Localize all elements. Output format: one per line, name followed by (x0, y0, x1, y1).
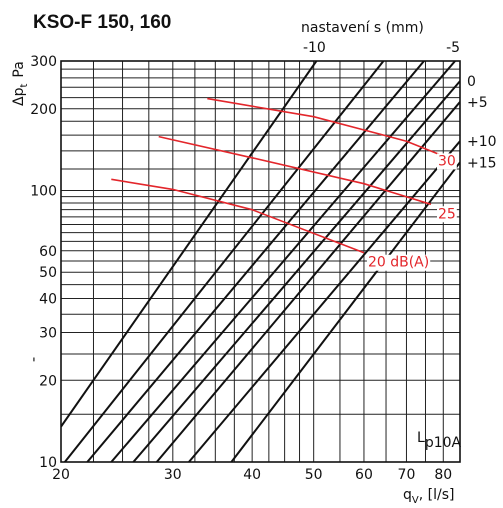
setting-label-top: -5 (446, 40, 460, 56)
setting-line (155, 101, 460, 462)
setting-line (188, 140, 460, 462)
sound-label-background (437, 153, 457, 170)
top-axis-label: nastavení s (mm) (301, 20, 424, 36)
x-axis-label-sub: V (412, 495, 419, 506)
setting-line (230, 161, 460, 462)
x-tick-label: 60 (355, 467, 373, 483)
sound-line (111, 178, 365, 254)
plot-frame (60, 60, 461, 463)
x-axis-label-main: q (403, 487, 412, 503)
x-tick-label: 20 (52, 467, 70, 483)
y-axis-stray-mark: ' (32, 356, 36, 372)
sound-level-label-main: L (417, 430, 425, 446)
setting-line (86, 61, 425, 462)
y-tick-label: 200 (30, 102, 57, 118)
x-axis-label: qV, [l/s] (403, 487, 454, 506)
setting-label-right: +15 (467, 155, 497, 171)
y-tick-label: 20 (39, 373, 57, 389)
x-tick-label: 40 (243, 467, 261, 483)
y-tick-label: 40 (39, 292, 57, 308)
grid (61, 61, 460, 462)
setting-line (110, 61, 456, 462)
setting-label-right: +10 (467, 134, 497, 150)
sound-line-label: 25 (438, 206, 456, 222)
y-tick-label: 10 (39, 455, 57, 471)
sound-line-label: 30 (438, 153, 456, 169)
setting-line (61, 61, 318, 428)
x-tick-label: 50 (305, 467, 323, 483)
y-axis-label-unit: Pa (11, 61, 27, 77)
setting-line (63, 61, 385, 462)
y-tick-label: 50 (39, 265, 57, 281)
sound-level-label: Lp10A (417, 430, 462, 451)
setting-labels: -10 -5 0 +5 +10 +15 (303, 40, 497, 171)
x-tick-label: 30 (164, 467, 182, 483)
sound-lines (111, 97, 457, 254)
sound-label-background (437, 206, 457, 223)
y-axis-label-main: Δp (11, 87, 27, 106)
y-tick-label: 60 (39, 244, 57, 260)
setting-line (132, 80, 460, 462)
setting-label-right: 0 (467, 74, 476, 90)
chart-title: KSO-F 150, 160 (33, 12, 171, 33)
y-tick-label: 30 (39, 325, 57, 341)
y-axis-label: Δpt Pa (11, 61, 30, 106)
setting-lines (61, 61, 460, 462)
setting-label-right: +5 (467, 95, 488, 111)
x-tick-label: 70 (398, 467, 416, 483)
sound-line-label: 20 dB(A) (368, 255, 429, 271)
x-axis-label-unit: , [l/s] (419, 487, 455, 503)
y-tick-label: 300 (30, 54, 57, 70)
sound-labels: 20 dB(A) 25 30 (366, 153, 457, 271)
sound-label-background (366, 254, 431, 271)
x-tick-label: 80 (434, 467, 452, 483)
sound-line (207, 97, 457, 163)
sound-level-label-sub: p10A (425, 435, 462, 451)
y-tick-label: 100 (30, 184, 57, 200)
setting-label-top: -10 (303, 40, 326, 56)
y-axis-label-sub: t (19, 84, 30, 88)
sound-line (158, 135, 432, 206)
